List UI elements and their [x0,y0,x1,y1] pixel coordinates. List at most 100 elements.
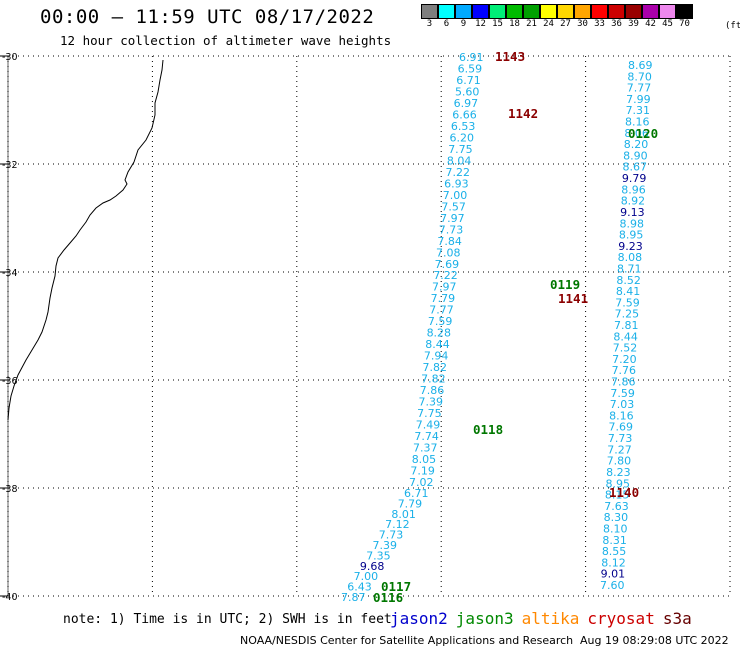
swh-value: 7.39 [418,396,443,409]
swh-value: 7.22 [445,166,470,179]
swh-value: 8.12 [601,556,626,569]
swh-value: 8.67 [623,161,648,174]
legend-swatch [642,4,659,19]
lat-tick-label: -36 [2,376,18,387]
swh-value: 7.31 [626,104,651,117]
swh-value: 8.16 [609,409,634,422]
legend-swatch [506,4,523,19]
swh-value: 7.49 [416,419,441,432]
swh-value: 7.75 [448,143,473,156]
swh-value: 8.52 [616,274,641,287]
swh-value: 8.16 [625,116,650,129]
pass-time-label: 0117 [381,579,411,594]
map-title: 00:00 – 11:59 UTC 08/17/2022 [40,6,375,28]
swh-value: 7.59 [615,296,640,309]
swh-value: 6.43 [347,581,372,594]
swh-value: 7.77 [429,304,454,317]
legend-swatch [574,4,591,19]
legend-swatch [438,4,455,19]
swh-value: 8.95 [619,229,644,242]
swh-value: 8.69 [628,59,653,72]
legend-swatch [557,4,574,19]
swh-value: 6.97 [454,97,479,110]
swh-value: 8.90 [623,149,648,162]
swh-value: 7.60 [600,579,625,592]
swh-value: 6.93 [444,177,469,190]
pass-time-label: 1140 [609,485,639,500]
swh-value: 7.57 [441,200,466,213]
legend-swatch [472,4,489,19]
axis-ticks: 150 153 156 159 162 165 -30 -32 -34 -36 -38 -40 [0,52,739,605]
legend-label: 12 [475,19,486,29]
swh-value: 6.20 [450,131,475,144]
swh-value: 7.80 [607,455,632,468]
swh-value: 7.97 [440,212,465,225]
map-subtitle: 12 hour collection of altimeter wave hei… [60,33,392,48]
map-grid [0,55,731,597]
legend-label: 42 [645,19,656,29]
swh-value: 8.20 [624,138,649,151]
swh-value: 7.35 [366,549,391,562]
satellite-jason2: jason2 [390,609,448,628]
satellite-altika: altika [521,609,580,628]
legend-swatch [540,4,557,19]
swh-value: 7.02 [409,476,434,489]
swh-value: 7.74 [414,430,439,443]
swh-value: 7.82 [421,373,446,386]
swh-value: 8.23 [606,466,631,479]
legend-label: 27 [560,19,571,29]
swh-value: 7.76 [612,364,637,377]
legend-label: 3 [426,19,433,29]
legend-unit: (ft) [725,21,740,31]
legend-swatch [455,4,472,19]
swh-value: 8.04 [447,154,472,167]
swh-value: 8.31 [602,534,627,547]
swh-value: 7.86 [611,376,636,389]
coastline [7,59,164,421]
swh-value: 7.73 [439,223,464,236]
lon-tick-label: 159 [432,604,450,605]
swh-value: 8.71 [617,262,642,275]
swh-value: 8.05 [412,453,437,466]
swh-value: 7.22 [433,269,458,282]
lat-tick-label: -38 [2,484,18,495]
generated-timestamp: Aug 19 08:29:08 UTC 2022 [580,634,729,647]
swh-value: 8.30 [604,511,629,524]
swh-value: 8.41 [616,285,641,298]
track-b: 8.698.707.777.997.318.168.068.208.908.67… [600,59,653,592]
lat-tick-label: -32 [2,160,18,171]
altimeter-map: 150 153 156 159 162 165 -30 -32 -34 -36 -38 -40 6.9… [0,49,739,605]
lon-tick-label: 162 [577,604,595,605]
lon-tick-label: 156 [288,604,306,605]
legend-label: 33 [594,19,605,29]
swh-value: 8.92 [621,195,646,208]
track-a: 6.916.596.715.606.976.666.536.207.758.04… [409,51,484,489]
swh-value: 7.27 [607,443,632,456]
swh-value: 7.12 [385,518,410,531]
swh-value: 7.73 [608,432,633,445]
swh-value: 8.98 [619,217,644,230]
swh-value: 7.00 [354,570,379,583]
swh-value: 5.60 [455,85,480,98]
legend-swatch [591,4,608,19]
swh-value: 6.66 [452,108,477,121]
swh-value: 7.84 [437,235,462,248]
swh-value: 7.03 [610,398,635,411]
swh-value: 9.13 [620,206,645,219]
swh-value: 7.59 [428,315,453,328]
swh-value: 7.77 [627,82,652,95]
swh-value: 7.79 [398,497,423,510]
swh-value: 6.59 [458,62,483,75]
legend-label: 39 [628,19,639,29]
legend-label: 15 [492,19,503,29]
swh-value: 7.19 [410,465,435,478]
lat-tick-label: -34 [2,268,18,279]
swh-value: 7.69 [435,258,460,271]
swh-value: 8.06 [624,127,649,140]
legend-label: 24 [543,19,554,29]
legend-label: 70 [679,19,690,29]
swh-value: 9.79 [622,172,647,185]
swh-value: 8.44 [613,330,638,343]
